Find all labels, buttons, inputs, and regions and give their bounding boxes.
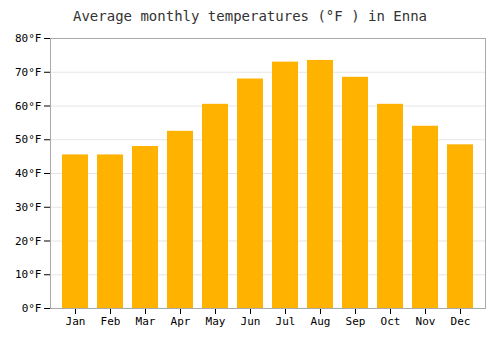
svg-text:Mar: Mar [136,315,156,328]
svg-text:Sep: Sep [346,315,366,328]
svg-text:50°F: 50°F [15,133,42,146]
svg-text:40°F: 40°F [15,167,42,180]
svg-text:Aug: Aug [311,315,331,328]
svg-text:30°F: 30°F [15,201,42,214]
svg-text:Jul: Jul [276,315,296,328]
svg-text:70°F: 70°F [15,66,42,79]
svg-text:80°F: 80°F [15,32,42,45]
svg-text:0°F: 0°F [22,302,42,315]
svg-text:Oct: Oct [381,315,401,328]
svg-text:10°F: 10°F [15,268,42,281]
svg-text:Feb: Feb [101,315,121,328]
svg-text:Dec: Dec [451,315,471,328]
svg-text:20°F: 20°F [15,235,42,248]
svg-text:60°F: 60°F [15,100,42,113]
html-text:Average monthly temperatures (: Average monthly temperatures (°F ) in En… [73,8,427,24]
svg-text:Nov: Nov [416,315,436,328]
svg-text:Jan: Jan [66,315,86,328]
svg-text:Apr: Apr [171,315,191,328]
svg-text:May: May [206,315,226,328]
svg-text:Jun: Jun [241,315,261,328]
